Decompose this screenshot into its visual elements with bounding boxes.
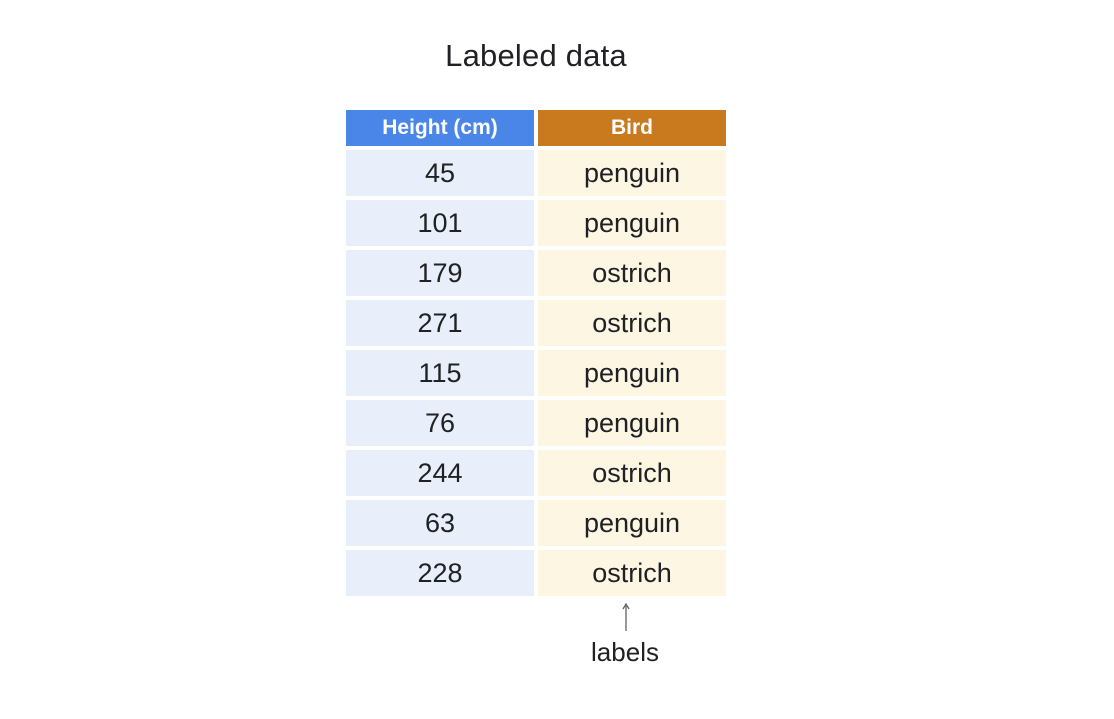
bird-cell: ostrich bbox=[538, 250, 726, 296]
bird-cell: penguin bbox=[538, 500, 726, 546]
page-title: Labeled data bbox=[445, 38, 627, 73]
bird-cell: ostrich bbox=[538, 300, 726, 346]
labels-annotation: labels bbox=[591, 637, 659, 667]
header-bird: Bird bbox=[538, 110, 726, 146]
height-cell: 45 bbox=[346, 150, 534, 196]
height-cell: 228 bbox=[346, 550, 534, 596]
height-cell: 115 bbox=[346, 350, 534, 396]
labeled-data-table: Height (cm) Bird 45 penguin 101 penguin … bbox=[346, 110, 726, 600]
bird-cell: penguin bbox=[538, 400, 726, 446]
header-height: Height (cm) bbox=[346, 110, 534, 146]
table-row: 115 penguin bbox=[346, 350, 726, 396]
height-cell: 179 bbox=[346, 250, 534, 296]
table-row: 45 penguin bbox=[346, 150, 726, 196]
up-arrow-icon bbox=[622, 603, 630, 631]
table-header-row: Height (cm) Bird bbox=[346, 110, 726, 146]
table-row: 179 ostrich bbox=[346, 250, 726, 296]
table-row: 244 ostrich bbox=[346, 450, 726, 496]
height-cell: 244 bbox=[346, 450, 534, 496]
bird-cell: penguin bbox=[538, 200, 726, 246]
height-cell: 76 bbox=[346, 400, 534, 446]
table-row: 101 penguin bbox=[346, 200, 726, 246]
bird-cell: penguin bbox=[538, 350, 726, 396]
bird-cell: penguin bbox=[538, 150, 726, 196]
height-cell: 271 bbox=[346, 300, 534, 346]
bird-cell: ostrich bbox=[538, 450, 726, 496]
table-row: 228 ostrich bbox=[346, 550, 726, 596]
table-row: 63 penguin bbox=[346, 500, 726, 546]
table-row: 271 ostrich bbox=[346, 300, 726, 346]
table-row: 76 penguin bbox=[346, 400, 726, 446]
height-cell: 63 bbox=[346, 500, 534, 546]
height-cell: 101 bbox=[346, 200, 534, 246]
bird-cell: ostrich bbox=[538, 550, 726, 596]
